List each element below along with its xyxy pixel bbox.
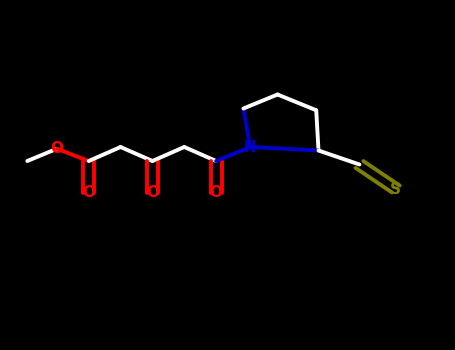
- Text: O: O: [210, 185, 222, 200]
- Text: O: O: [146, 185, 159, 200]
- Text: O: O: [51, 141, 63, 156]
- Text: N: N: [244, 140, 257, 154]
- Text: S: S: [390, 182, 401, 196]
- Text: O: O: [82, 185, 95, 200]
